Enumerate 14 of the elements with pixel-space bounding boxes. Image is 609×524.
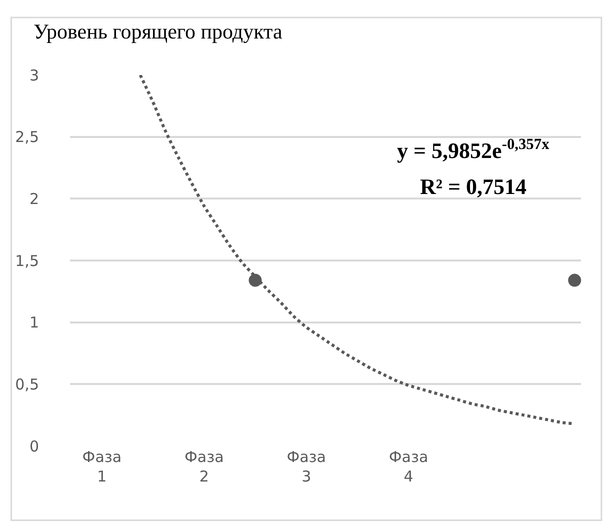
y-tick-label: 2 xyxy=(29,190,39,208)
y-tick-label: 0,5 xyxy=(15,375,39,394)
chart-title: Уровень горящего продукта xyxy=(33,19,283,44)
annotation: y = 5,9852e$^{-0,357x}$ xyxy=(397,136,550,164)
x-tick-label: Фаза 1 xyxy=(82,448,122,486)
y-tick-label: 1,5 xyxy=(15,252,39,270)
x-tick-label: Фаза 2 xyxy=(184,448,224,486)
annotation: R² = 0,7514 xyxy=(420,174,527,199)
y-tick-label: 2,5 xyxy=(15,128,39,146)
y-tick-label: 3 xyxy=(29,66,39,84)
y-tick-label: 1 xyxy=(29,314,39,332)
x-tick-label: Фаза 4 xyxy=(388,448,428,486)
y-tick-label: 0 xyxy=(29,437,39,456)
x-tick-label: Фаза 3 xyxy=(286,448,326,486)
